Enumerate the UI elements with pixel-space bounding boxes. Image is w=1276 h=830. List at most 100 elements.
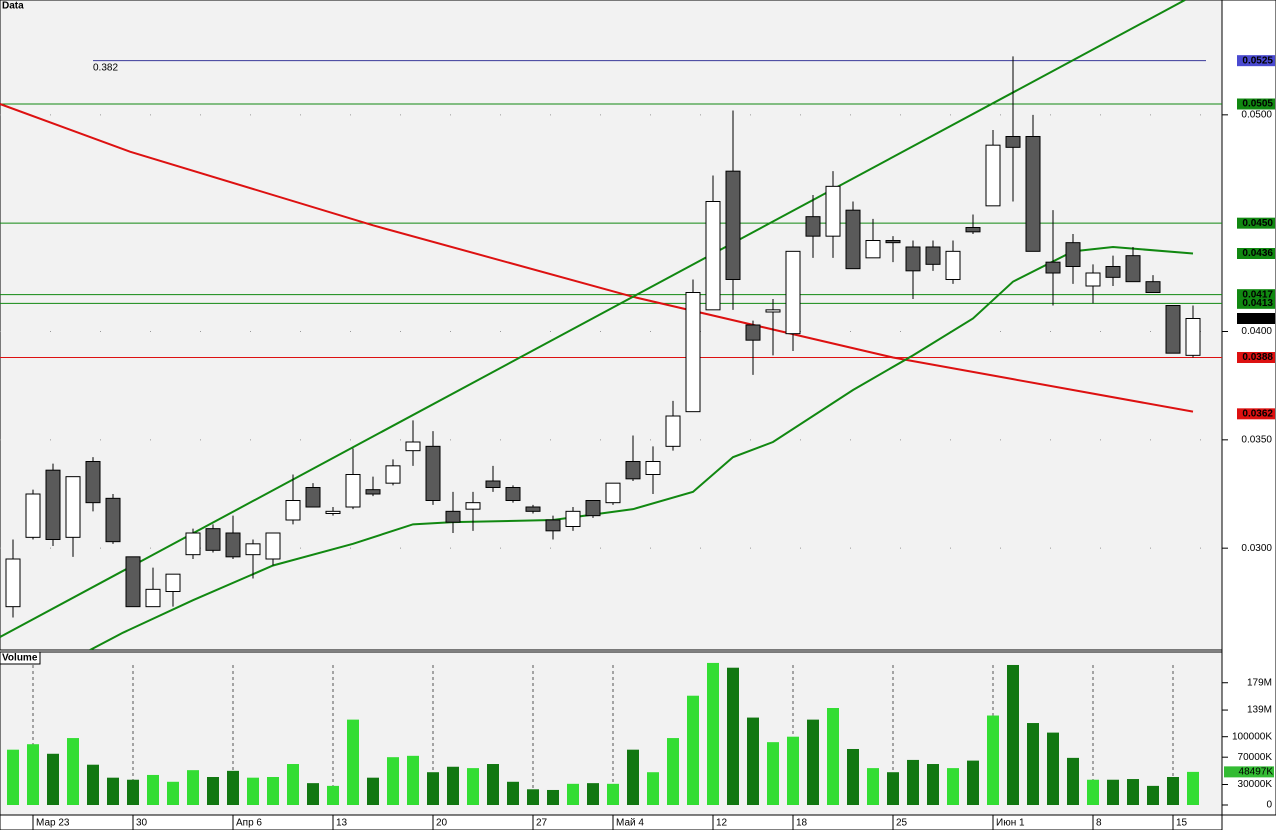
price-label-box xyxy=(1237,289,1275,301)
price-label-box xyxy=(1237,217,1275,229)
candle-body xyxy=(485,480,501,488)
candle-body xyxy=(665,415,681,447)
x-tick-label: Май 4 xyxy=(616,818,644,829)
candle-body xyxy=(125,556,141,608)
price-label: 0.0525 xyxy=(1242,55,1273,66)
candle-body xyxy=(505,487,521,501)
volume-bar xyxy=(207,776,219,805)
candle-body xyxy=(1145,281,1161,293)
candle-body xyxy=(365,489,381,495)
candle-body xyxy=(765,309,781,313)
candle-body xyxy=(105,497,121,543)
y-tick-label: 0.0300 xyxy=(1241,543,1272,554)
volume-bar xyxy=(787,736,799,805)
volume-bar xyxy=(967,760,979,805)
volume-bar xyxy=(707,662,719,805)
candle-body xyxy=(1105,266,1121,278)
candle-body xyxy=(425,445,441,502)
volume-bar xyxy=(387,757,399,805)
volume-bar xyxy=(407,755,419,805)
volume-bar xyxy=(887,772,899,805)
y-tick-label: 0 xyxy=(1266,800,1272,811)
candle-body xyxy=(785,250,801,335)
candle-body xyxy=(945,250,961,280)
volume-bar xyxy=(1047,732,1059,805)
volume-bar xyxy=(527,789,539,805)
y-tick-label: 139M xyxy=(1247,705,1272,716)
candle-body xyxy=(925,246,941,265)
volume-bar xyxy=(187,770,199,805)
candle-body xyxy=(1085,272,1101,287)
candle-body xyxy=(45,469,61,540)
x-tick-label: Апр 6 xyxy=(236,818,262,829)
candle-body xyxy=(65,476,81,538)
price-panel xyxy=(0,0,1223,651)
candle-body xyxy=(805,216,821,237)
volume-bar xyxy=(247,777,259,805)
x-tick-label: 20 xyxy=(436,818,448,829)
candle-body xyxy=(1125,255,1141,283)
candle-body xyxy=(465,502,481,510)
volume-bar xyxy=(67,738,79,805)
volume-bar xyxy=(567,783,579,805)
volume-bar xyxy=(27,744,39,805)
volume-bar xyxy=(1167,776,1179,805)
candle-body xyxy=(965,227,981,233)
volume-bar xyxy=(287,764,299,805)
x-tick-label: 12 xyxy=(716,818,728,829)
candle-body xyxy=(565,510,581,528)
candle-body xyxy=(1065,242,1081,268)
price-label: 0.0413 xyxy=(1242,298,1273,309)
price-label-box xyxy=(1237,55,1275,67)
candle-body xyxy=(445,510,461,523)
volume-bar xyxy=(647,772,659,805)
price-label: 0.0417 xyxy=(1242,289,1273,300)
volume-bar xyxy=(687,695,699,805)
volume-bar xyxy=(1027,723,1039,805)
price-label: 0.0406 xyxy=(1242,313,1273,324)
price-label: 0.0450 xyxy=(1242,218,1273,229)
price-label-box xyxy=(1237,408,1275,420)
candle-body xyxy=(745,324,761,341)
volume-bar xyxy=(607,783,619,805)
candle-body xyxy=(285,500,301,521)
volume-bar xyxy=(267,776,279,805)
volume-bar xyxy=(147,774,159,805)
candle-body xyxy=(165,573,181,593)
volume-bar xyxy=(747,717,759,805)
candle-body xyxy=(625,461,641,480)
volume-bar xyxy=(347,719,359,805)
x-tick-label: 13 xyxy=(336,818,348,829)
candle-body xyxy=(885,240,901,244)
candle-body xyxy=(225,532,241,558)
candle-body xyxy=(605,482,621,504)
volume-label-box xyxy=(1224,766,1274,778)
candle-body xyxy=(985,144,1001,207)
x-tick-label: 15 xyxy=(1176,818,1188,829)
volume-bar xyxy=(827,708,839,805)
candle-body xyxy=(345,474,361,508)
price-label-box xyxy=(1237,248,1275,259)
volume-bar xyxy=(327,785,339,805)
x-tick-label: 27 xyxy=(536,818,548,829)
price-label-box xyxy=(1237,98,1275,110)
volume-label: 48497K xyxy=(1239,767,1274,778)
price-plot xyxy=(0,0,1222,650)
volume-bar xyxy=(807,719,819,805)
candle-body xyxy=(525,506,541,512)
candle-body xyxy=(145,588,161,608)
candle-body xyxy=(385,465,401,484)
x-tick-label: 8 xyxy=(1096,818,1102,829)
volume-bar xyxy=(847,748,859,805)
volume-bar xyxy=(1007,664,1019,805)
volume-bar xyxy=(7,749,19,805)
price-label: 0.0436 xyxy=(1242,248,1273,259)
candle-body xyxy=(25,493,41,538)
candle-body xyxy=(685,292,701,413)
y-tick-label: 30000K xyxy=(1238,779,1273,790)
x-axis xyxy=(0,814,1223,830)
volume-bar xyxy=(947,768,959,805)
y-tick-label: 70000K xyxy=(1238,752,1273,763)
price-label: 0.0388 xyxy=(1242,352,1273,363)
candle-body xyxy=(725,170,741,281)
